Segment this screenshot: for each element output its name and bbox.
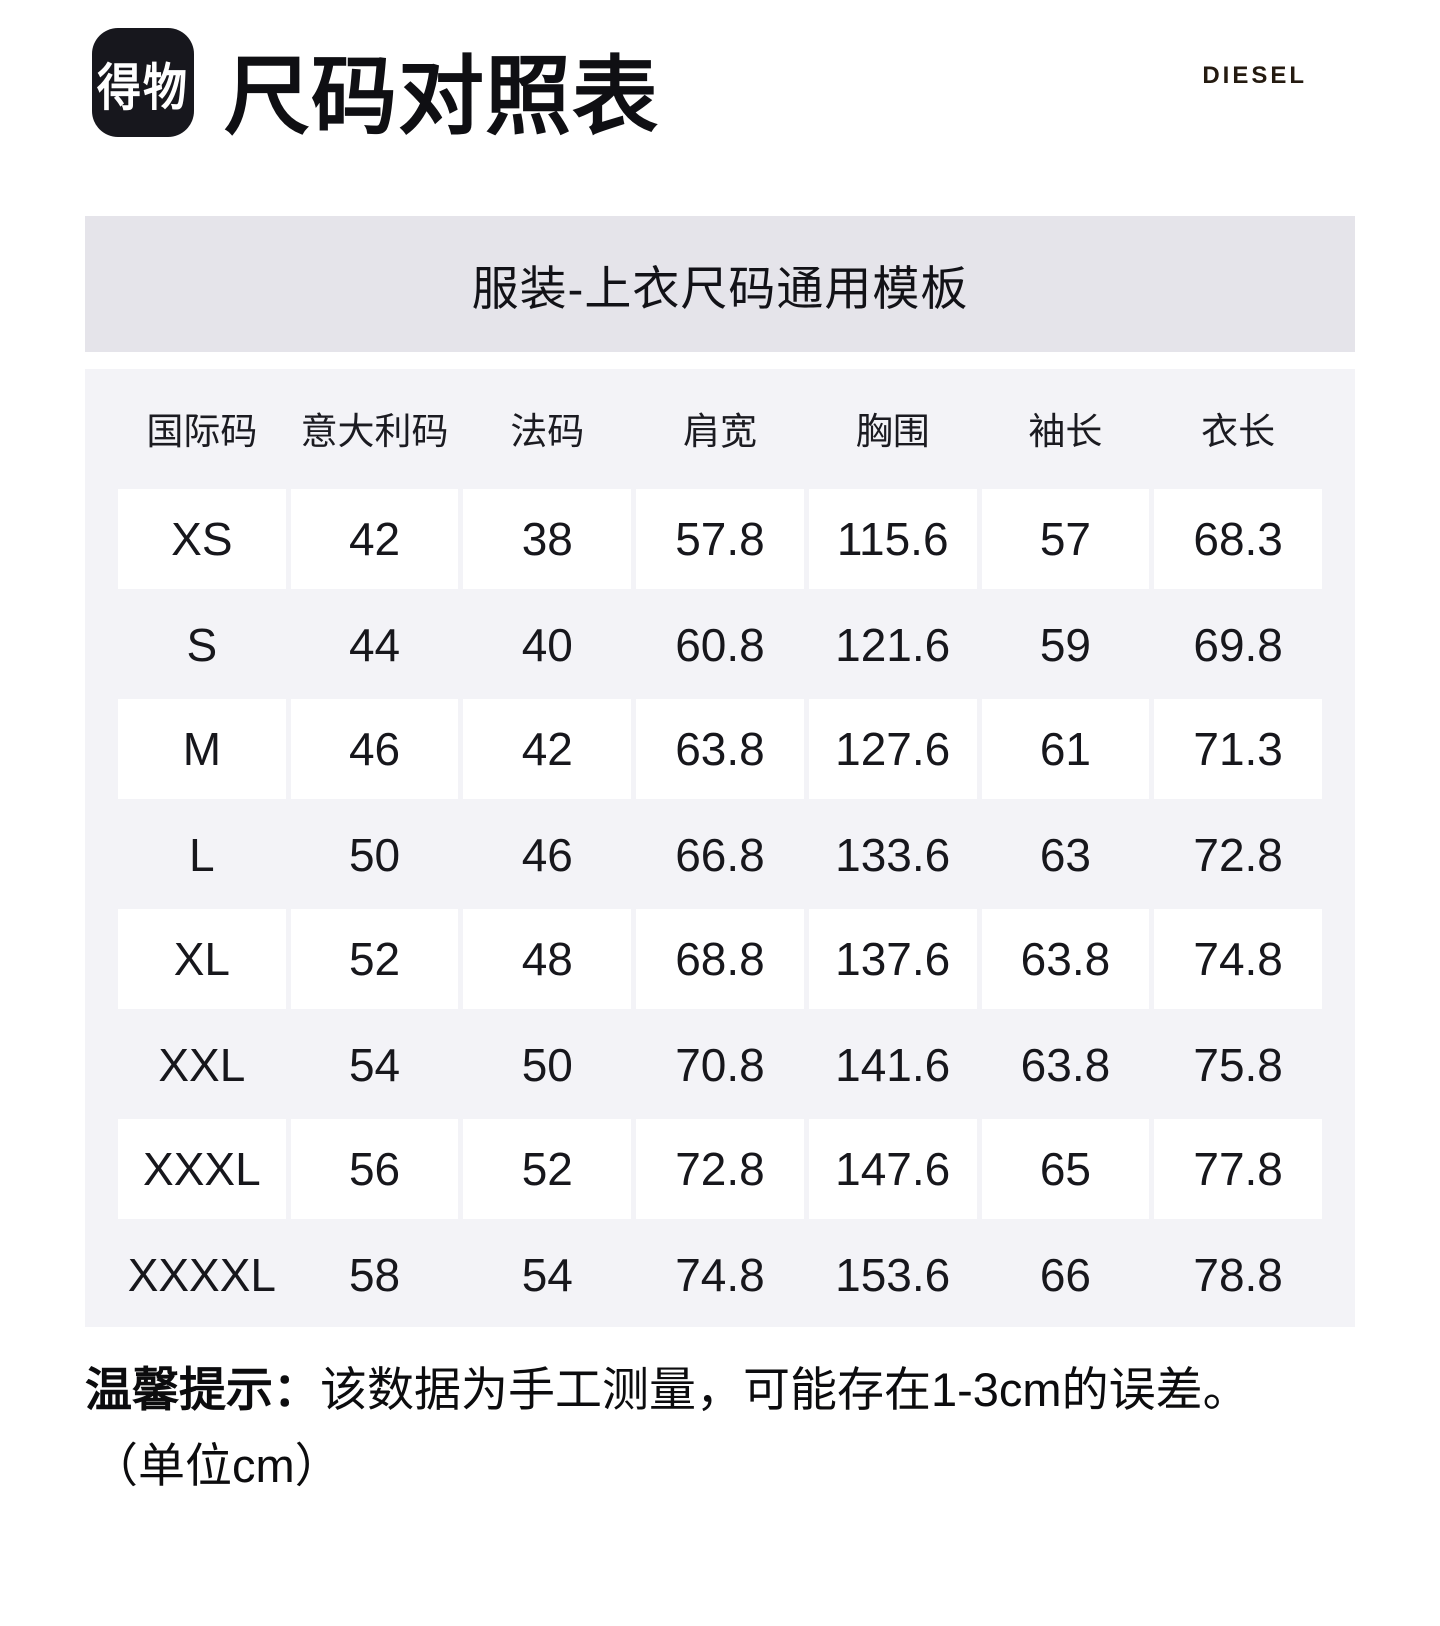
size-label-cell: S — [186, 618, 218, 671]
table-row-L: L 50 46 66.8 133.6 63 72.8 — [118, 802, 1322, 907]
measurement-cell: 66.8 — [675, 828, 765, 881]
measurement-cell: 63 — [1039, 828, 1091, 881]
measurement-cell: 77.8 — [1154, 1119, 1322, 1219]
measurement-cell: 50 — [348, 828, 401, 881]
measurement-cell: 75.8 — [1193, 1038, 1283, 1091]
measurement-cell: 52 — [463, 1119, 632, 1219]
unit-note: （单位cm） — [91, 1439, 342, 1492]
measurement-cell: 58 — [348, 1248, 401, 1301]
dewu-logo: 得物 — [92, 28, 194, 137]
table-row-XXXXL: XXXXL 58 54 74.8 153.6 66 78.8 — [118, 1222, 1322, 1327]
dewu-logo-text: 得物 — [97, 59, 189, 116]
column-header-7: 衣长 — [1201, 411, 1276, 452]
measurement-cell: 44 — [348, 618, 401, 671]
table-row-XL: XL 52 48 68.8 137.6 63.8 74.8 — [118, 907, 1322, 1012]
measurement-cell: 65 — [981, 1119, 1150, 1219]
table-row-XS: XS 42 38 57.8 115.6 57 68.3 — [118, 487, 1322, 592]
measurement-cell: 59 — [1039, 618, 1091, 671]
measurement-cell: 72.8 — [1193, 828, 1283, 881]
measurement-cell: 74.8 — [675, 1248, 765, 1301]
column-header-6: 袖长 — [1028, 411, 1103, 452]
column-header-2: 意大利码 — [300, 411, 449, 452]
page-title: 尺码对照表 — [224, 49, 659, 145]
measurement-cell: 42 — [463, 699, 632, 799]
size-table: 国际码 意大利码 法码 肩宽 胸围 袖长 衣长 XS 42 38 57.8 115.6 57 68.3 S… — [85, 369, 1355, 1327]
size-label-cell: M — [118, 699, 286, 799]
table-header-row: 国际码 意大利码 法码 肩宽 胸围 袖长 衣长 — [118, 369, 1322, 487]
measurement-cell: 127.6 — [808, 699, 977, 799]
measurement-cell: 121.6 — [835, 618, 951, 671]
measurement-cell: 115.6 — [808, 489, 977, 589]
measurement-cell: 147.6 — [808, 1119, 977, 1219]
measurement-cell: 57.8 — [636, 489, 804, 589]
measurement-cell: 72.8 — [636, 1119, 804, 1219]
tip-text: 该数据为手工测量，可能存在1-3cm的误差。 — [320, 1363, 1250, 1416]
footer-note: 温馨提示：该数据为手工测量，可能存在1-3cm的误差。 （单位cm） — [85, 1352, 1355, 1504]
measurement-cell: 66 — [1039, 1248, 1091, 1301]
column-header-4: 肩宽 — [682, 411, 757, 452]
brand-logo-diesel: DIESEL — [1202, 62, 1307, 89]
measurement-cell: 70.8 — [675, 1038, 765, 1091]
column-header-1: 国际码 — [146, 411, 258, 452]
measurement-cell: 40 — [521, 618, 573, 671]
measurement-cell: 71.3 — [1154, 699, 1322, 799]
measurement-cell: 63.8 — [1020, 1038, 1111, 1091]
column-header-5: 胸围 — [855, 411, 930, 452]
size-label-cell: XXXXL — [127, 1248, 276, 1301]
table-row-XXXL: XXXL 56 52 72.8 147.6 65 77.8 — [118, 1117, 1322, 1222]
measurement-cell: 61 — [981, 699, 1150, 799]
measurement-cell: 52 — [290, 909, 459, 1009]
measurement-cell: 78.8 — [1193, 1248, 1283, 1301]
table-row-M: M 46 42 63.8 127.6 61 71.3 — [118, 697, 1322, 802]
tip-label: 温馨提示： — [85, 1363, 320, 1416]
page-header: 得物 尺码对照表 DIESEL — [0, 0, 1440, 216]
measurement-cell: 42 — [290, 489, 459, 589]
measurement-cell: 68.3 — [1154, 489, 1322, 589]
tip-line: 温馨提示：该数据为手工测量，可能存在1-3cm的误差。 — [85, 1352, 1355, 1428]
size-label-cell: XL — [118, 909, 286, 1009]
table-row-XXL: XXL 54 50 70.8 141.6 63.8 75.8 — [118, 1012, 1322, 1117]
measurement-cell: 50 — [521, 1038, 573, 1091]
banner: 服装-上衣尺码通用模板 — [85, 216, 1355, 352]
size-label-cell: XS — [118, 489, 286, 589]
table-row-S: S 44 40 60.8 121.6 59 69.8 — [118, 592, 1322, 697]
table-body: XS 42 38 57.8 115.6 57 68.3 S 44 40 60.8 121.6 59 69.… — [118, 487, 1322, 1327]
column-header-3: 法码 — [510, 411, 585, 452]
measurement-cell: 74.8 — [1154, 909, 1322, 1009]
measurement-cell: 141.6 — [835, 1038, 951, 1091]
size-label-cell: L — [189, 828, 215, 881]
size-label-cell: XXL — [158, 1038, 246, 1091]
measurement-cell: 38 — [463, 489, 632, 589]
measurement-cell: 46 — [290, 699, 459, 799]
measurement-cell: 56 — [290, 1119, 459, 1219]
measurement-cell: 57 — [981, 489, 1150, 589]
measurement-cell: 54 — [521, 1248, 573, 1301]
measurement-cell: 69.8 — [1193, 618, 1283, 671]
measurement-cell: 63.8 — [636, 699, 804, 799]
measurement-cell: 60.8 — [675, 618, 765, 671]
measurement-cell: 68.8 — [636, 909, 804, 1009]
measurement-cell: 153.6 — [835, 1248, 951, 1301]
measurement-cell: 48 — [463, 909, 632, 1009]
size-label-cell: XXXL — [118, 1119, 286, 1219]
measurement-cell: 137.6 — [808, 909, 977, 1009]
measurement-cell: 133.6 — [835, 828, 951, 881]
banner-title: 服装-上衣尺码通用模板 — [471, 261, 969, 315]
measurement-cell: 54 — [348, 1038, 401, 1091]
measurement-cell: 46 — [521, 828, 573, 881]
measurement-cell: 63.8 — [981, 909, 1150, 1009]
